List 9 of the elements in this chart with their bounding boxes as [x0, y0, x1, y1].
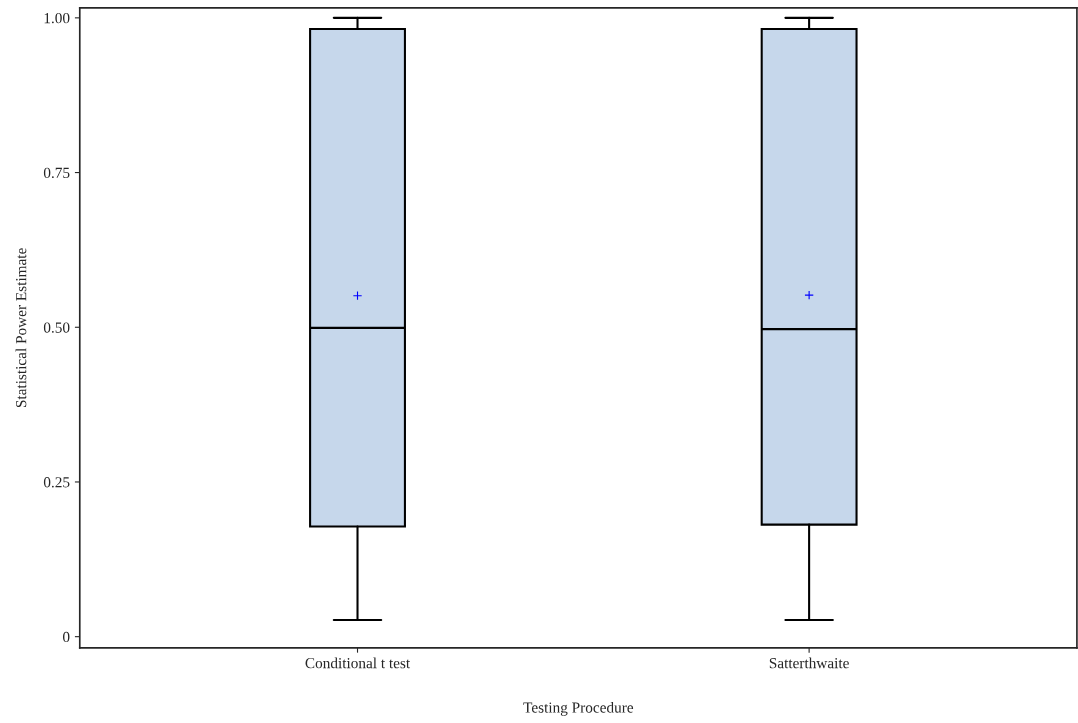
x-tick-label: Satterthwaite — [769, 657, 849, 669]
y-tick-label: 0 — [62, 631, 70, 643]
y-tick-label: 0.25 — [43, 477, 70, 488]
x-axis-title: Testing Procedure — [523, 701, 634, 716]
y-axis-title: Statistical Power Estimate — [15, 248, 27, 408]
x-tick-label: Conditional t test — [305, 657, 411, 669]
y-tick-label: 1.00 — [44, 12, 70, 24]
y-tick-label: 0.75 — [43, 167, 70, 179]
y-tick-label: 0.50 — [43, 322, 70, 333]
